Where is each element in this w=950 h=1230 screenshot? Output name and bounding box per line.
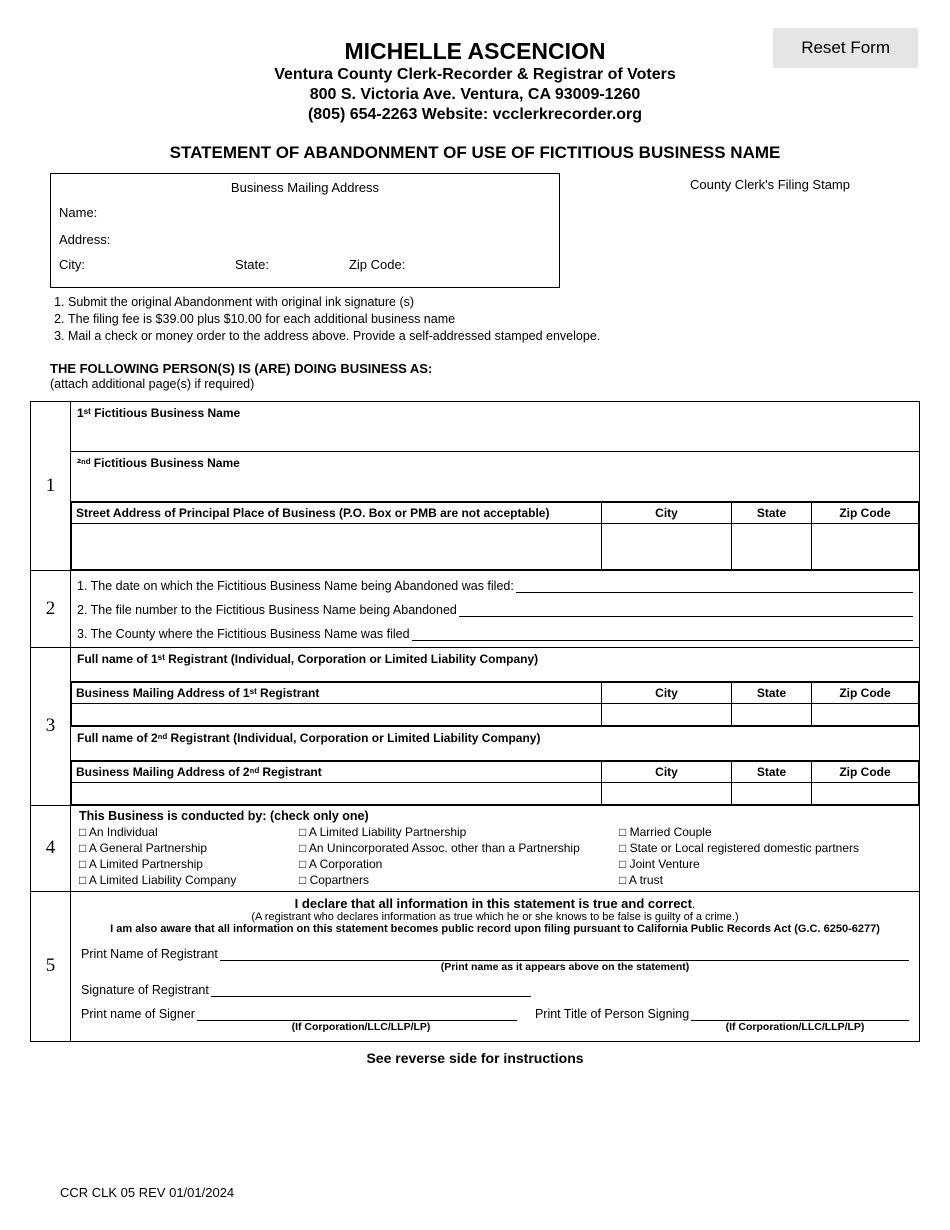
print-name-line[interactable] (220, 947, 909, 961)
s2-q3-line[interactable] (412, 627, 913, 641)
s3-reg2-addr: Business Mailing Address of 2ⁿᵈ Registra… (72, 761, 602, 782)
s3-reg1-addr: Business Mailing Address of 1ˢᵗ Registra… (72, 682, 602, 703)
reset-form-button[interactable]: Reset Form (773, 28, 918, 68)
s3-reg2-name: Full name of 2ⁿᵈ Registrant (Individual,… (71, 726, 920, 760)
signature-label: Signature of Registrant (81, 983, 209, 997)
opt-domestic-partners[interactable]: □ State or Local registered domestic par… (619, 841, 909, 855)
instruction-3: Mail a check or money order to the addre… (68, 328, 900, 345)
mailing-state-label: State: (235, 257, 269, 272)
instruction-1: Submit the original Abandonment with ori… (68, 294, 900, 311)
section-2-number: 2 (31, 570, 71, 647)
opt-general-partnership[interactable]: □ A General Partnership (79, 841, 299, 855)
signer-name-note: (If Corporation/LLC/LLP/LP) (81, 1021, 521, 1033)
mailing-name-label: Name: (59, 205, 551, 220)
print-name-note: (Print name as it appears above on the s… (221, 961, 909, 973)
mailing-box-title: Business Mailing Address (59, 180, 551, 195)
section-4-number: 4 (31, 805, 71, 891)
s2-q2: 2. The file number to the Fictitious Bus… (77, 603, 457, 617)
opt-married[interactable]: □ Married Couple (619, 825, 909, 839)
decl-period: . (692, 897, 695, 911)
s1-city-label: City (602, 502, 732, 523)
signer-name-label: Print name of Signer (81, 1007, 195, 1021)
header-line2: 800 S. Victoria Ave. Ventura, CA 93009-1… (0, 85, 950, 105)
s1-state-label: State (732, 502, 812, 523)
signer-title-label: Print Title of Person Signing (535, 1007, 689, 1021)
s3-reg1-name: Full name of 1ˢᵗ Registrant (Individual,… (71, 647, 920, 681)
decl-sub: (A registrant who declares information a… (81, 911, 909, 923)
s2-q2-line[interactable] (459, 603, 913, 617)
opt-corporation[interactable]: □ A Corporation (299, 857, 619, 871)
mailing-address-label: Address: (59, 232, 551, 247)
s3-state-1: State (732, 682, 812, 703)
signer-title-line[interactable] (691, 1007, 909, 1021)
s3-city-2: City (602, 761, 732, 782)
opt-llc[interactable]: □ A Limited Liability Company (79, 873, 299, 887)
form-revision: CCR CLK 05 REV 01/01/2024 (60, 1185, 234, 1200)
s3-zip-2: Zip Code (812, 761, 919, 782)
mailing-city-label: City: (59, 257, 85, 272)
opt-unincorp-assoc[interactable]: □ An Unincorporated Assoc. other than a … (299, 841, 619, 855)
instructions-list: Submit the original Abandonment with ori… (50, 294, 900, 345)
s1-zip-label: Zip Code (812, 502, 919, 523)
print-name-label: Print Name of Registrant (81, 947, 218, 961)
opt-copartners[interactable]: □ Copartners (299, 873, 619, 887)
decl-aware: I am also aware that all information on … (81, 923, 909, 935)
decl-main: I declare that all information in this s… (295, 896, 692, 911)
s1-street-label: Street Address of Principal Place of Bus… (72, 502, 602, 523)
form-title: STATEMENT OF ABANDONMENT OF USE OF FICTI… (0, 143, 950, 163)
s3-state-2: State (732, 761, 812, 782)
section-5-number: 5 (31, 891, 71, 1041)
opt-individual[interactable]: □ An Individual (79, 825, 299, 839)
dba-heading: THE FOLLOWING PERSON(S) IS (ARE) DOING B… (50, 361, 900, 391)
s2-q3: 3. The County where the Fictitious Busin… (77, 627, 410, 641)
signer-title-note: (If Corporation/LLC/LLP/LP) (521, 1021, 909, 1033)
mailing-zip-label: Zip Code: (349, 257, 405, 272)
section-3-number: 3 (31, 647, 71, 805)
opt-joint-venture[interactable]: □ Joint Venture (619, 857, 909, 871)
signature-line[interactable] (211, 983, 531, 997)
header-line1: Ventura County Clerk-Recorder & Registra… (0, 65, 950, 85)
instruction-2: The filing fee is $39.00 plus $10.00 for… (68, 311, 900, 328)
s4-title: This Business is conducted by: (check on… (71, 806, 919, 823)
fbn2-label: ²ⁿᵈ Fictitious Business Name (71, 451, 920, 501)
dba-title: THE FOLLOWING PERSON(S) IS (ARE) DOING B… (50, 361, 428, 376)
s2-q1: 1. The date on which the Fictitious Busi… (77, 579, 514, 593)
section-1-number: 1 (31, 401, 71, 570)
filing-stamp-label: County Clerk's Filing Stamp (640, 173, 900, 288)
opt-trust[interactable]: □ A trust (619, 873, 909, 887)
reverse-note: See reverse side for instructions (0, 1050, 950, 1066)
dba-sub: (attach additional page(s) if required) (50, 377, 254, 391)
main-form-table: 1 1ˢᵗ Fictitious Business Name ²ⁿᵈ Ficti… (30, 401, 920, 1042)
opt-limited-partnership[interactable]: □ A Limited Partnership (79, 857, 299, 871)
s2-q1-line[interactable] (516, 579, 913, 593)
signer-name-line[interactable] (197, 1007, 517, 1021)
header-line3: (805) 654-2263 Website: vcclerkrecorder.… (0, 105, 950, 125)
s3-city-1: City (602, 682, 732, 703)
s3-zip-1: Zip Code (812, 682, 919, 703)
fbn1-label: 1ˢᵗ Fictitious Business Name (71, 401, 920, 451)
opt-llp[interactable]: □ A Limited Liability Partnership (299, 825, 619, 839)
mailing-address-box: Business Mailing Address Name: Address: … (50, 173, 560, 288)
